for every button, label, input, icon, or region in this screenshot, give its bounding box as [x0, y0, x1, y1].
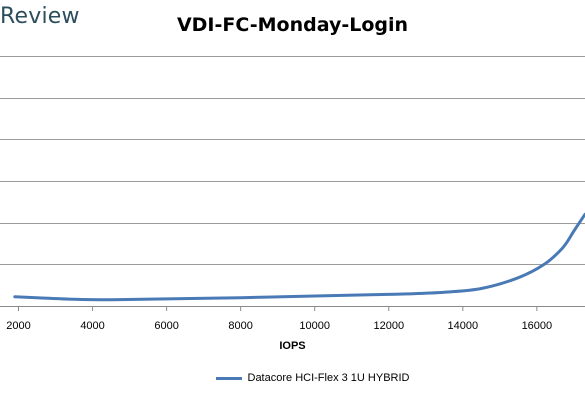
- legend-label: Datacore HCI-Flex 3 1U HYBRID: [247, 372, 410, 384]
- x-tick-label-7: 16000: [522, 320, 553, 332]
- x-tick-label-4: 10000: [299, 320, 330, 332]
- series-layer: [13, 212, 585, 302]
- x-tick-label-3: 8000: [228, 320, 252, 332]
- x-tick-labels: 2000 4000 6000 8000 10000 12000 14000 16000: [6, 320, 552, 332]
- legend-swatch: [215, 376, 242, 380]
- x-tick-label-0: 2000: [6, 320, 30, 332]
- x-tick-label-1: 4000: [80, 320, 104, 332]
- gridlines: [0, 56, 585, 265]
- series-line-0: [13, 212, 585, 302]
- x-tick-label-5: 12000: [373, 320, 404, 332]
- x-axis-title: IOPS: [279, 340, 305, 352]
- legend: Datacore HCI-Flex 3 1U HYBRID: [0, 372, 585, 384]
- chart-title: VDI-FC-Monday-Login: [176, 14, 409, 36]
- brand-logo-text: Review: [0, 4, 80, 29]
- axes: [0, 306, 585, 311]
- x-tick-label-2: 6000: [154, 320, 178, 332]
- x-tick-label-6: 14000: [448, 320, 479, 332]
